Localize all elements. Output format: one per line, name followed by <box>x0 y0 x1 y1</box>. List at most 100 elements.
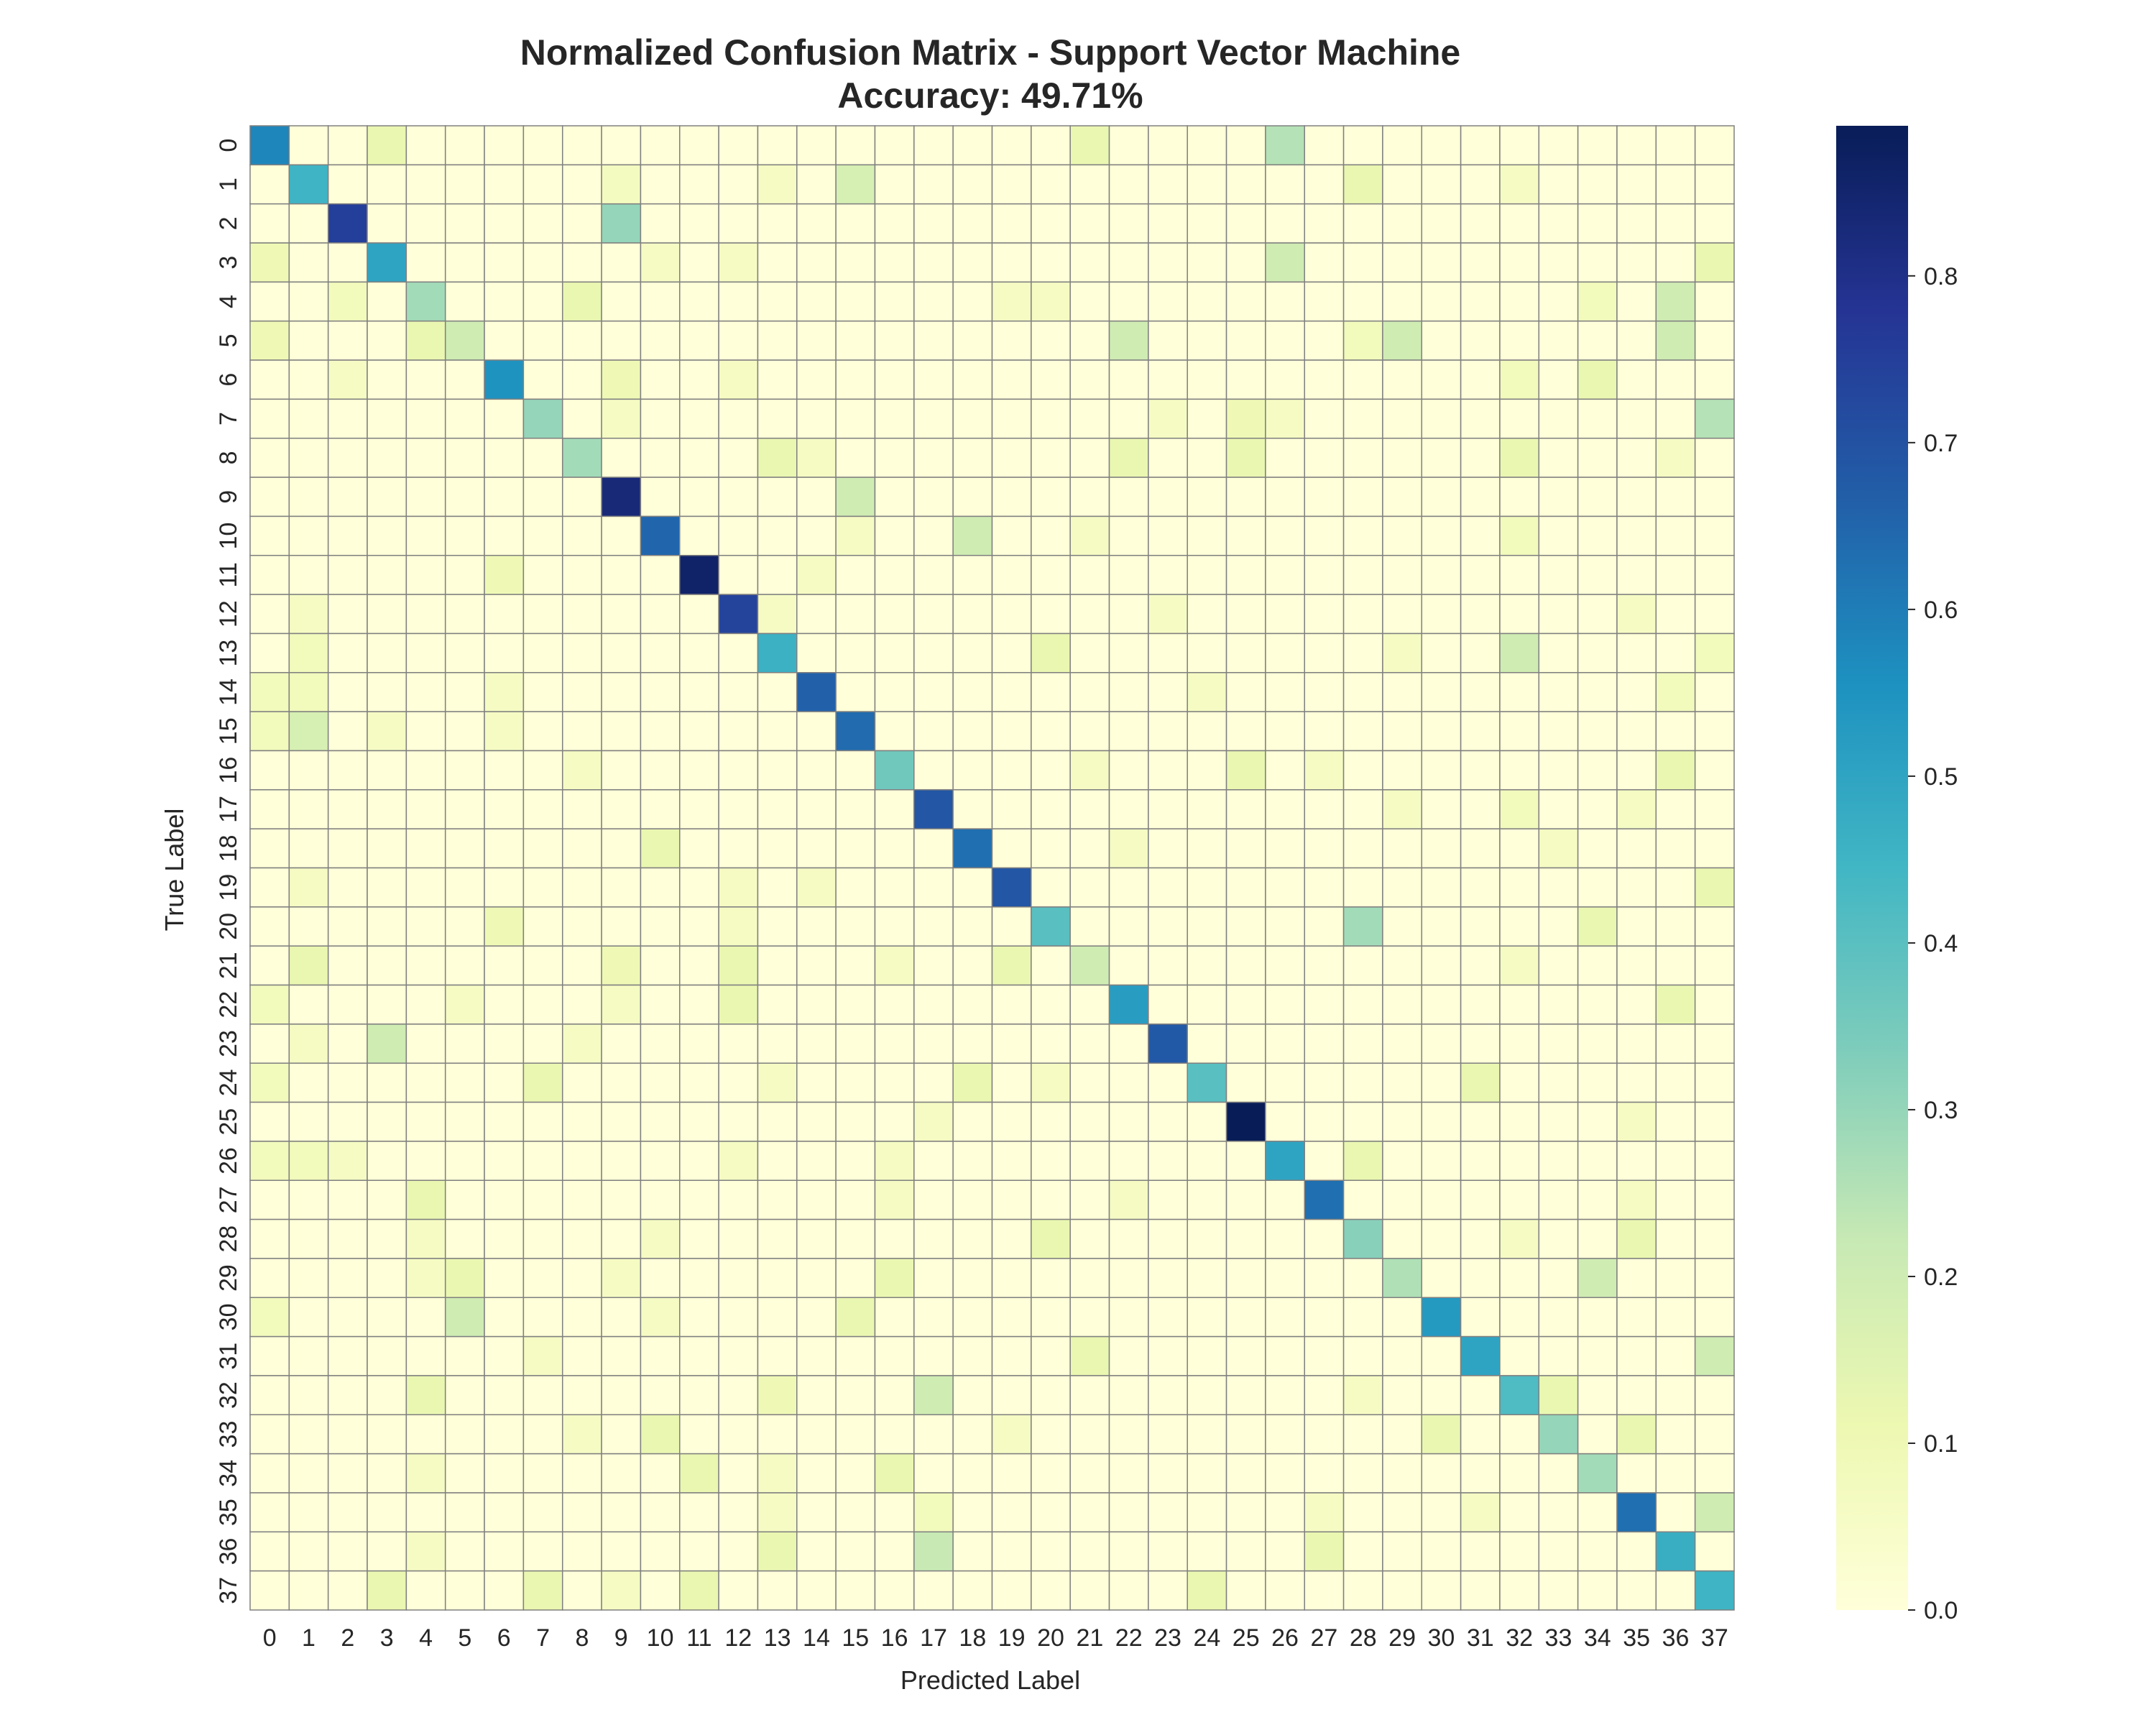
heatmap-cell-20-19 <box>991 906 1032 947</box>
heatmap-cell-4-14 <box>796 281 837 322</box>
heatmap-cell-7-2 <box>327 398 368 439</box>
heatmap-cell-13-24 <box>1187 632 1227 673</box>
heatmap-cell-1-32 <box>1499 164 1540 205</box>
heatmap-cell-16-37 <box>1694 750 1735 791</box>
heatmap-cell-15-31 <box>1460 711 1501 752</box>
heatmap-cell-15-27 <box>1304 711 1345 752</box>
heatmap-cell-31-37 <box>1694 1335 1735 1376</box>
heatmap-cell-25-22 <box>1108 1101 1149 1142</box>
heatmap-cell-30-17 <box>913 1297 954 1338</box>
heatmap-cell-20-7 <box>522 906 563 947</box>
heatmap-cell-35-8 <box>561 1492 602 1533</box>
heatmap-cell-23-0 <box>249 1024 290 1064</box>
heatmap-cell-22-9 <box>601 984 642 1025</box>
heatmap-cell-29-24 <box>1187 1258 1227 1299</box>
heatmap-cell-15-25 <box>1225 711 1266 752</box>
heatmap-cell-0-0 <box>249 125 290 166</box>
heatmap-cell-30-6 <box>484 1297 525 1338</box>
heatmap-cell-2-8 <box>561 203 602 244</box>
heatmap-cell-24-9 <box>601 1062 642 1103</box>
heatmap-cell-22-25 <box>1225 984 1266 1025</box>
heatmap-cell-33-31 <box>1460 1414 1501 1455</box>
heatmap-cell-12-28 <box>1342 594 1383 635</box>
heatmap-cell-25-14 <box>796 1101 837 1142</box>
y-tick-label: 37 <box>215 1577 242 1604</box>
heatmap-cell-28-10 <box>640 1218 681 1259</box>
heatmap-cell-20-21 <box>1069 906 1110 947</box>
heatmap-cell-32-14 <box>796 1375 837 1416</box>
heatmap-cell-5-25 <box>1225 320 1266 361</box>
heatmap-cell-8-29 <box>1382 437 1423 478</box>
heatmap-cell-13-19 <box>991 632 1032 673</box>
heatmap-cell-2-23 <box>1148 203 1188 244</box>
y-tick-label: 29 <box>215 1264 242 1292</box>
heatmap-cell-23-16 <box>874 1024 915 1064</box>
heatmap-cell-33-25 <box>1225 1414 1266 1455</box>
heatmap-cell-33-4 <box>405 1414 446 1455</box>
heatmap-cell-2-15 <box>835 203 876 244</box>
heatmap-cell-34-31 <box>1460 1453 1501 1494</box>
heatmap-cell-24-8 <box>561 1062 602 1103</box>
heatmap-cell-27-24 <box>1187 1179 1227 1220</box>
heatmap-cell-25-37 <box>1694 1101 1735 1142</box>
heatmap-cell-22-14 <box>796 984 837 1025</box>
heatmap-cell-15-4 <box>405 711 446 752</box>
heatmap-cell-26-7 <box>522 1141 563 1181</box>
heatmap-cell-24-26 <box>1265 1062 1305 1103</box>
heatmap-cell-8-23 <box>1148 437 1188 478</box>
heatmap-cell-0-28 <box>1342 125 1383 166</box>
heatmap-cell-1-24 <box>1187 164 1227 205</box>
heatmap-cell-34-21 <box>1069 1453 1110 1494</box>
heatmap-cell-6-36 <box>1655 359 1696 400</box>
heatmap-cell-2-5 <box>444 203 485 244</box>
heatmap-cell-17-37 <box>1694 789 1735 829</box>
heatmap-cell-10-32 <box>1499 515 1540 556</box>
heatmap-cell-35-26 <box>1265 1492 1305 1533</box>
heatmap-cell-14-6 <box>484 672 525 712</box>
heatmap-cell-3-5 <box>444 242 485 283</box>
x-tick-label: 29 <box>1388 1624 1416 1652</box>
heatmap-cell-37-27 <box>1304 1570 1345 1611</box>
heatmap-cell-4-1 <box>288 281 329 322</box>
heatmap-cell-7-30 <box>1421 398 1462 439</box>
heatmap-cell-31-32 <box>1499 1335 1540 1376</box>
heatmap-cell-4-16 <box>874 281 915 322</box>
heatmap-cell-5-19 <box>991 320 1032 361</box>
heatmap-cell-1-7 <box>522 164 563 205</box>
heatmap-cell-25-6 <box>484 1101 525 1142</box>
heatmap-cell-0-10 <box>640 125 681 166</box>
heatmap-cell-15-8 <box>561 711 602 752</box>
heatmap-cell-25-9 <box>601 1101 642 1142</box>
heatmap-cell-14-11 <box>679 672 719 712</box>
y-axis-title: True Label <box>160 809 189 932</box>
heatmap-cell-12-26 <box>1265 594 1305 635</box>
heatmap-cell-14-17 <box>913 672 954 712</box>
heatmap-cell-8-3 <box>367 437 407 478</box>
heatmap-cell-28-7 <box>522 1218 563 1259</box>
heatmap-cell-17-15 <box>835 789 876 829</box>
heatmap-cell-35-6 <box>484 1492 525 1533</box>
heatmap-cell-4-5 <box>444 281 485 322</box>
heatmap-cell-24-24 <box>1187 1062 1227 1103</box>
heatmap-cell-31-25 <box>1225 1335 1266 1376</box>
heatmap-cell-4-0 <box>249 281 290 322</box>
x-tick-label: 37 <box>1701 1624 1728 1652</box>
heatmap-cell-20-4 <box>405 906 446 947</box>
heatmap-cell-36-14 <box>796 1531 837 1572</box>
heatmap-cell-0-19 <box>991 125 1032 166</box>
heatmap-cell-37-25 <box>1225 1570 1266 1611</box>
heatmap-cell-26-23 <box>1148 1141 1188 1181</box>
heatmap-cell-24-36 <box>1655 1062 1696 1103</box>
heatmap-cell-26-28 <box>1342 1141 1383 1181</box>
heatmap-cell-7-17 <box>913 398 954 439</box>
heatmap-cell-37-36 <box>1655 1570 1696 1611</box>
heatmap-cell-22-23 <box>1148 984 1188 1025</box>
heatmap-cell-0-22 <box>1108 125 1149 166</box>
heatmap-cell-32-30 <box>1421 1375 1462 1416</box>
heatmap-cell-14-16 <box>874 672 915 712</box>
heatmap-cell-34-33 <box>1538 1453 1579 1494</box>
heatmap-cell-35-22 <box>1108 1492 1149 1533</box>
heatmap-cell-23-28 <box>1342 1024 1383 1064</box>
heatmap-cell-19-20 <box>1031 867 1071 908</box>
heatmap-cell-8-30 <box>1421 437 1462 478</box>
